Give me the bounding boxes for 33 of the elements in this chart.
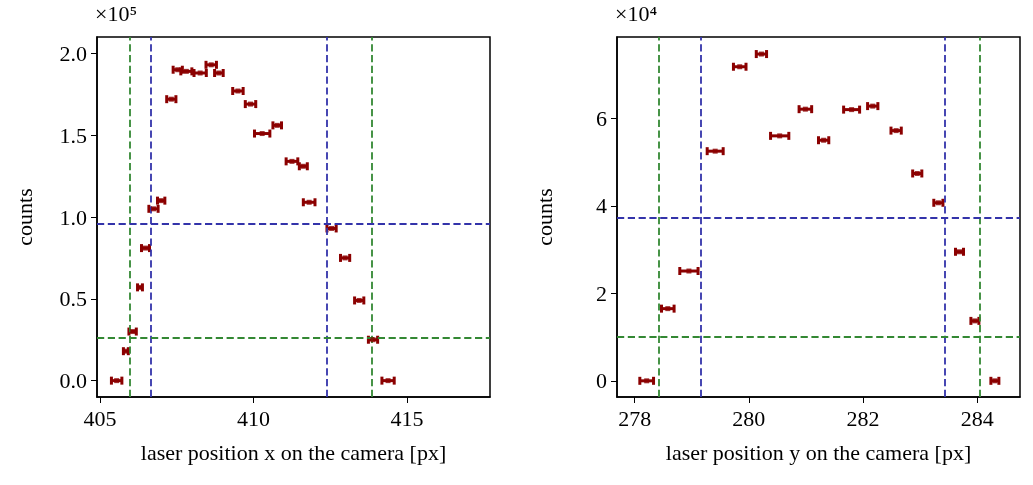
- x-tick-label: 282: [846, 405, 880, 431]
- point: [686, 268, 692, 274]
- point: [802, 106, 808, 112]
- y-tick-label: 1.5: [59, 122, 87, 148]
- x-tick-label: 405: [83, 405, 117, 431]
- point: [385, 378, 391, 384]
- x-tick-label: 284: [960, 405, 994, 431]
- y-tick-label: 4: [596, 193, 607, 219]
- y-tick-label: 0.5: [59, 286, 87, 312]
- y-axis-title: counts: [531, 188, 557, 246]
- y-axis-title: counts: [11, 188, 37, 246]
- x-tick-label: 278: [618, 405, 652, 431]
- point: [737, 64, 743, 70]
- text: ×10⁴: [615, 0, 658, 26]
- point: [712, 148, 718, 154]
- x-tick-label: 415: [390, 405, 424, 431]
- x-tick-label: 280: [732, 405, 766, 431]
- point: [259, 131, 265, 137]
- y-tick-label: 6: [596, 105, 607, 131]
- point: [777, 133, 783, 139]
- point: [665, 306, 671, 312]
- y-tick-label: 0: [596, 368, 607, 394]
- x-axis-title: laser position x on the camera [px]: [140, 439, 447, 465]
- y-tick-label: 1.0: [59, 204, 87, 230]
- point: [197, 70, 203, 76]
- x-tick-label: 410: [237, 405, 271, 431]
- text: ×10⁵: [95, 0, 138, 26]
- x-axis-title: laser position y on the camera [px]: [665, 439, 972, 465]
- point: [644, 378, 650, 384]
- point: [849, 107, 855, 113]
- y-tick-label: 2.0: [59, 40, 87, 66]
- y-tick-label: 0.0: [59, 368, 87, 394]
- y-tick-label: 2: [596, 280, 607, 306]
